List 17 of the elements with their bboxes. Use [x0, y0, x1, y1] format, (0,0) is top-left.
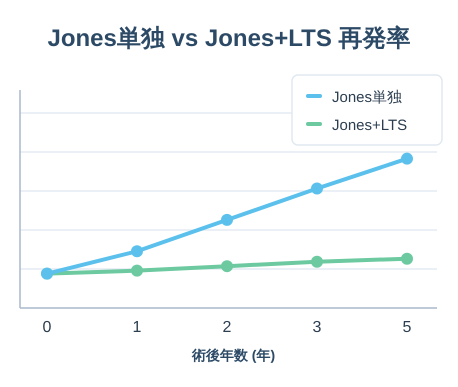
x-tick-label: 2	[222, 319, 232, 336]
x-tick-label: 5	[402, 319, 412, 336]
point	[311, 182, 323, 195]
point	[311, 256, 323, 268]
x-tick-label: 3	[312, 319, 322, 336]
point	[401, 152, 413, 165]
x-tick-label: 1	[132, 319, 142, 336]
legend-label: Jones+LTS	[332, 117, 408, 134]
point	[131, 264, 143, 277]
point	[221, 214, 233, 226]
x-tick-label: 0	[42, 319, 52, 336]
point	[131, 245, 143, 258]
point	[401, 252, 413, 265]
legend-label: Jones単独	[332, 89, 402, 106]
title: Jones単独 vs Jones+LTS 再発率	[48, 25, 410, 52]
x-axis-title: 術後年数 (年)	[190, 347, 276, 363]
point	[221, 260, 233, 272]
